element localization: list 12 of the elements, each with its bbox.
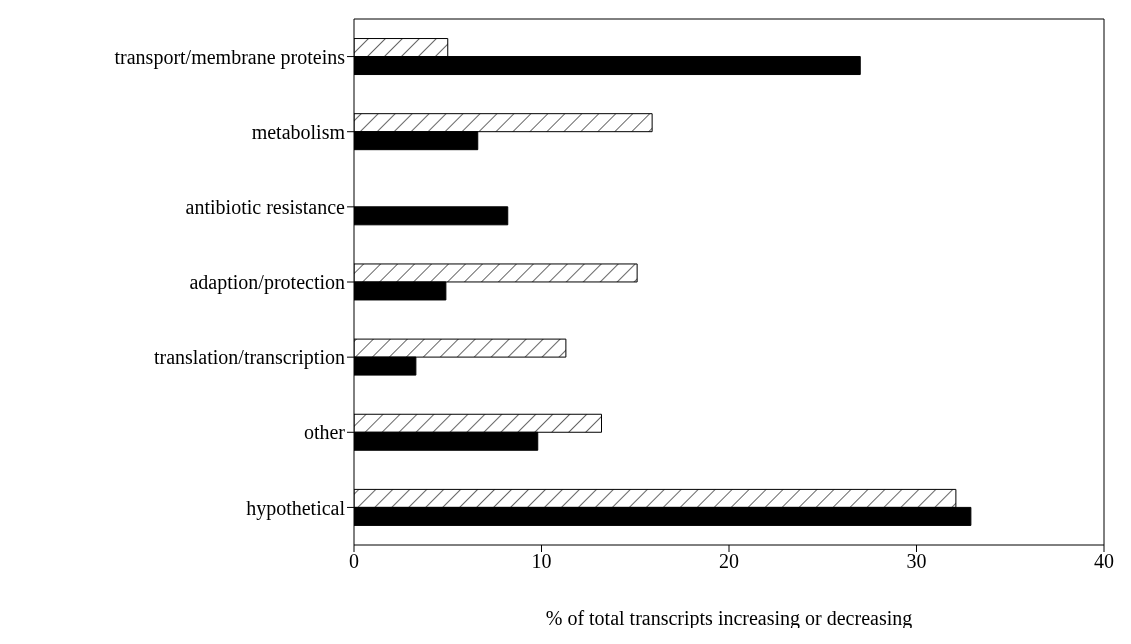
y-tick-label: hypothetical [246,496,346,520]
x-tick-label: 10 [531,550,552,573]
y-tick-label: translation/transcription [153,346,345,370]
x-tick-label: 40 [1094,550,1114,573]
y-tick-label: metabolism [251,120,346,143]
y-tick-label: antibiotic resistance [185,195,346,218]
x-tick-label: 20 [719,550,739,573]
y-tick-label: other [303,421,346,444]
y-tick-label: adaption/protection [189,271,345,295]
x-tick-label: 0 [349,550,359,573]
x-tick-label: 30 [906,550,927,573]
y-tick-label: transport/membrane proteins [114,45,346,69]
